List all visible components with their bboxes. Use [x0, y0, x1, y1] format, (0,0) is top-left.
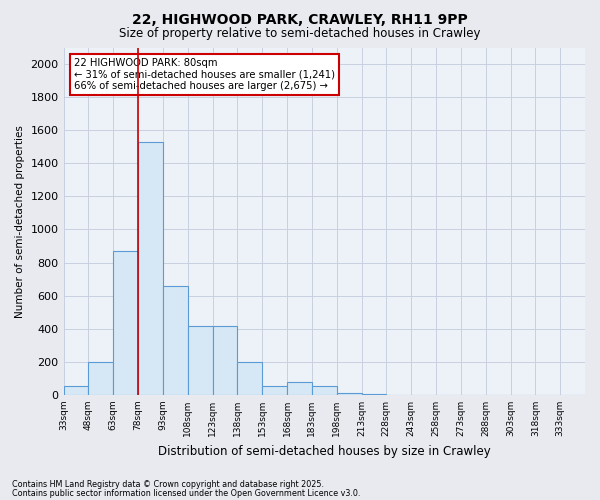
Bar — [212, 326, 238, 395]
Bar — [113, 251, 138, 395]
Text: Size of property relative to semi-detached houses in Crawley: Size of property relative to semi-detach… — [119, 28, 481, 40]
Text: Contains HM Land Registry data © Crown copyright and database right 2025.: Contains HM Land Registry data © Crown c… — [12, 480, 324, 489]
Bar — [287, 382, 312, 395]
Bar — [262, 386, 287, 395]
Y-axis label: Number of semi-detached properties: Number of semi-detached properties — [15, 125, 25, 318]
Bar — [362, 394, 386, 395]
Text: 22, HIGHWOOD PARK, CRAWLEY, RH11 9PP: 22, HIGHWOOD PARK, CRAWLEY, RH11 9PP — [132, 12, 468, 26]
Bar — [188, 326, 212, 395]
X-axis label: Distribution of semi-detached houses by size in Crawley: Distribution of semi-detached houses by … — [158, 444, 491, 458]
Bar — [64, 386, 88, 395]
Bar — [337, 394, 362, 395]
Text: Contains public sector information licensed under the Open Government Licence v3: Contains public sector information licen… — [12, 489, 361, 498]
Bar — [138, 142, 163, 395]
Bar — [238, 362, 262, 395]
Bar — [163, 286, 188, 395]
Bar — [312, 386, 337, 395]
Bar — [88, 362, 113, 395]
Text: 22 HIGHWOOD PARK: 80sqm
← 31% of semi-detached houses are smaller (1,241)
66% of: 22 HIGHWOOD PARK: 80sqm ← 31% of semi-de… — [74, 58, 335, 91]
